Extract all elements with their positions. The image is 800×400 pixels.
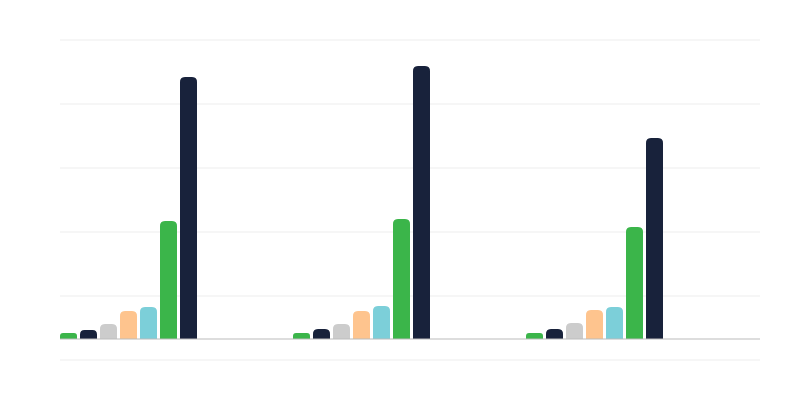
bar xyxy=(120,311,137,339)
bar xyxy=(413,66,430,339)
bar xyxy=(333,324,350,339)
bar xyxy=(606,307,623,339)
bar xyxy=(180,77,197,339)
bar xyxy=(60,333,77,339)
bar xyxy=(526,333,543,339)
bar xyxy=(546,329,563,339)
bar xyxy=(353,311,370,339)
bar xyxy=(373,306,390,339)
bar xyxy=(566,323,583,339)
bar xyxy=(80,330,97,339)
bar xyxy=(313,329,330,339)
bar xyxy=(646,138,663,339)
bar xyxy=(293,333,310,339)
bar xyxy=(140,307,157,339)
bar xyxy=(100,324,117,339)
bar xyxy=(626,227,643,339)
bar xyxy=(160,221,177,339)
bar xyxy=(586,310,603,339)
bar xyxy=(393,219,410,339)
